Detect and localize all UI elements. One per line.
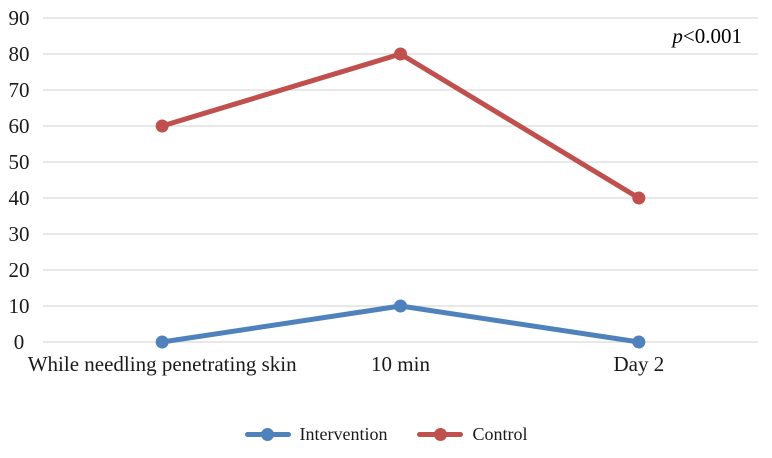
y-tick-label: 80 xyxy=(8,42,30,66)
data-point-control xyxy=(632,191,646,205)
legend-item-control: Control xyxy=(417,424,528,445)
x-axis-label-day-2: Day 2 xyxy=(613,352,665,376)
data-point-control xyxy=(155,119,169,133)
legend-marker-control xyxy=(417,428,464,441)
data-point-intervention xyxy=(632,335,646,349)
data-point-control xyxy=(394,47,407,61)
y-tick-label: 10 xyxy=(8,294,30,318)
y-tick-label: 0 xyxy=(13,330,25,354)
legend-dot-control xyxy=(433,428,447,441)
legend: Intervention Control xyxy=(0,424,772,445)
x-axis-label-10-min: 10 min xyxy=(371,352,430,376)
y-tick-label: 20 xyxy=(8,258,30,282)
legend-item-intervention: Intervention xyxy=(244,424,388,445)
y-tick-label: 50 xyxy=(8,150,30,174)
p-value-annotation: p<0.001 xyxy=(672,24,742,49)
p-value-threshold: <0.001 xyxy=(682,24,742,48)
y-tick-label: 40 xyxy=(8,186,30,210)
y-axis: 90 80 70 60 50 40 30 20 10 0 xyxy=(0,0,40,458)
y-tick-label: 60 xyxy=(8,114,30,138)
y-tick-label: 70 xyxy=(8,78,30,102)
legend-marker-intervention xyxy=(244,428,291,441)
x-axis-label-while-needling: While needling penetrating skin xyxy=(27,352,297,376)
y-tick-label: 30 xyxy=(8,222,30,246)
p-value-variable: p xyxy=(672,24,683,48)
legend-label-intervention: Intervention xyxy=(299,424,388,444)
legend-label-control: Control xyxy=(472,424,528,444)
y-tick-label: 90 xyxy=(8,6,30,30)
data-point-intervention xyxy=(394,299,407,313)
data-point-intervention xyxy=(155,335,169,349)
legend-dot-intervention xyxy=(261,428,274,441)
